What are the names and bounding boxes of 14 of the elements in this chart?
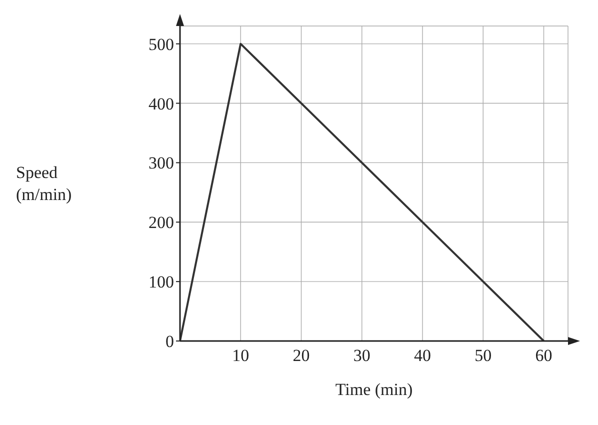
x-tick-label: 50: [474, 346, 492, 366]
y-tick-label: 300: [148, 154, 174, 173]
y-tick-label: 200: [148, 213, 174, 232]
y-tick-label: 400: [148, 94, 174, 114]
x-tick-label: 30: [353, 346, 370, 366]
x-tick-label: 60: [535, 346, 552, 366]
x-tick-label: 10: [232, 346, 250, 366]
x-axis-title: Time (min): [335, 380, 413, 399]
x-tick-label: 20: [292, 346, 310, 366]
y-tick-label: 0: [166, 332, 174, 352]
y-axis-title: Speed (m/min): [16, 162, 72, 206]
x-tick-label: 40: [414, 346, 431, 366]
y-tick-label: 100: [148, 272, 174, 292]
y-tick-label: 500: [148, 34, 174, 54]
